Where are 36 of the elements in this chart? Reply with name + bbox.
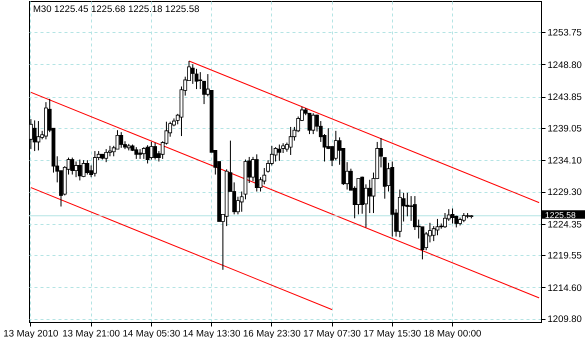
candlestick <box>78 159 82 181</box>
candlestick <box>153 142 158 160</box>
candlestick <box>288 126 293 156</box>
y-tick-label: 1229.30 <box>548 187 582 198</box>
y-tick-label: 1239.05 <box>548 123 582 134</box>
candlestick <box>36 120 40 151</box>
candlestick <box>277 144 282 162</box>
ref-line-label: 1225.58 <box>545 210 576 220</box>
y-tick-label: 1209.80 <box>548 314 582 326</box>
y-tick-label: 1224.35 <box>548 219 582 230</box>
candlestick <box>82 160 86 178</box>
y-tick-label: 1243.85 <box>548 92 582 104</box>
y-tick-label: 1253.75 <box>548 27 582 38</box>
candlestick <box>450 208 454 224</box>
chart-title: M30 1225.45 1225.68 1225.18 1225.58 <box>33 4 200 15</box>
candlestick <box>74 161 78 178</box>
candlestick <box>32 120 37 152</box>
candlestick <box>146 144 150 164</box>
candlestick <box>334 130 338 161</box>
candlestick <box>149 141 154 160</box>
candlestick <box>85 160 90 176</box>
y-tick-label: 1248.80 <box>548 60 582 71</box>
candlestick <box>92 150 97 178</box>
candlestick <box>138 148 142 160</box>
candlestick <box>104 148 108 163</box>
candlestick <box>70 157 74 176</box>
y-tick-label: 1214.60 <box>548 282 582 294</box>
candlestick <box>311 112 316 135</box>
candlestick <box>142 146 146 160</box>
y-tick-label: 1234.10 <box>548 156 582 167</box>
candlestick <box>368 179 372 214</box>
candlestick <box>443 212 447 229</box>
candlestick <box>119 132 124 148</box>
candlestick <box>274 146 278 162</box>
y-tick-label: 1219.55 <box>548 250 582 262</box>
candlestick <box>194 68 198 90</box>
